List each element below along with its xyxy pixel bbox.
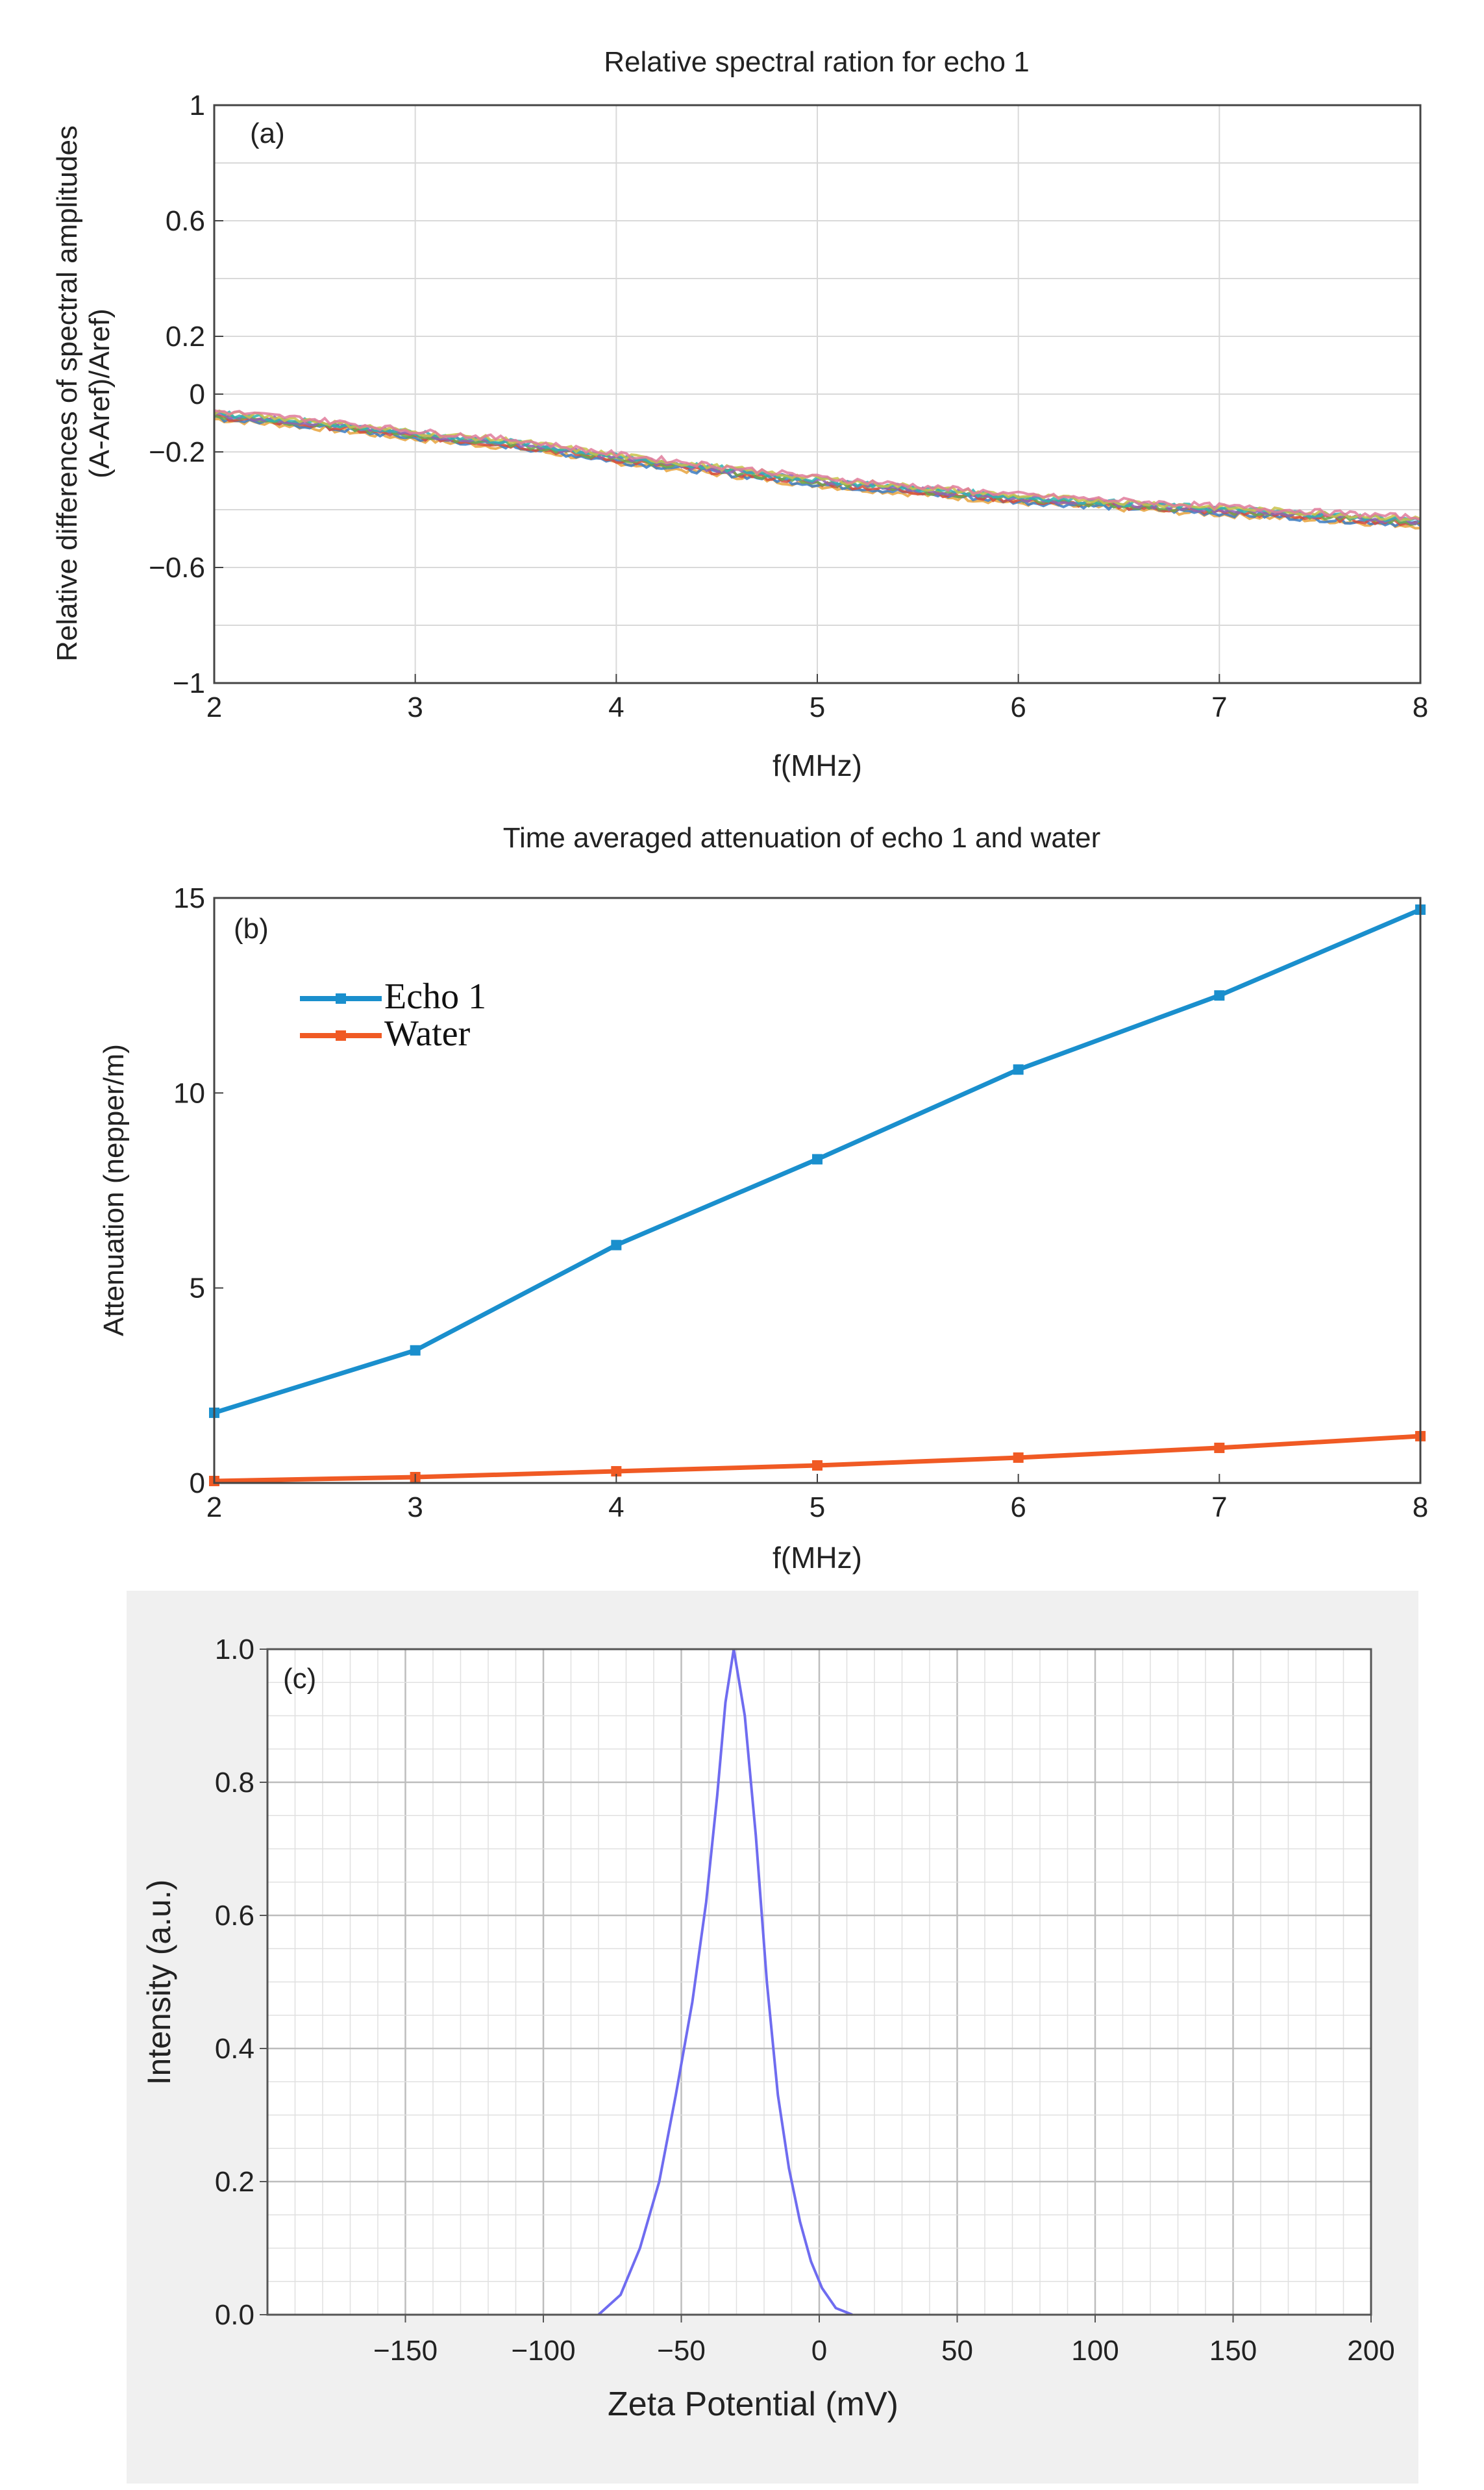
data-point-echo-1	[1214, 990, 1225, 1001]
zeta-distribution-line	[597, 1649, 853, 2316]
panel-a-data	[213, 409, 1422, 530]
y-tick-label: 5	[190, 1273, 205, 1304]
data-point-echo-1	[410, 1345, 421, 1356]
panel-c-label: (c)	[283, 1663, 316, 1695]
panel-a-label: (a)	[250, 118, 285, 149]
spectral-series-line	[214, 409, 1421, 521]
panel-a-y-ticks: 1 0.6 0.2 0 −0.2 −0.6 −1	[149, 90, 223, 699]
data-point-water	[1214, 1442, 1225, 1453]
spectral-series-line	[214, 414, 1422, 528]
y-tick-label: 10	[173, 1077, 205, 1109]
x-tick-label: 5	[810, 1491, 825, 1523]
y-tick-label: 1	[190, 90, 205, 121]
y-tick-label: 0.4	[215, 2033, 254, 2065]
y-tick-label: 0	[190, 379, 205, 410]
panel-b-x-ticks: 2 3 4 5 6 7 8	[206, 1474, 1428, 1523]
panel-c-y-ticks: 0.0 0.2 0.4 0.6 0.8 1.0	[215, 1634, 267, 2331]
x-tick-label: 6	[1010, 691, 1026, 723]
y-tick-label: 0.8	[215, 1767, 254, 1799]
x-tick-label: 3	[407, 1491, 423, 1523]
x-tick-label: 150	[1209, 2335, 1257, 2367]
x-tick-label: 3	[407, 691, 423, 723]
x-tick-label: 2	[206, 1491, 222, 1523]
x-tick-label: 6	[1010, 1491, 1026, 1523]
data-point-echo-1	[1013, 1064, 1024, 1075]
legend-item-water: Water	[300, 1014, 471, 1054]
x-tick-label: 0	[811, 2335, 827, 2367]
y-tick-label: 0.2	[166, 321, 205, 353]
panel-a-y-axis-label-line1: Relative differences of spectral amplitu…	[51, 125, 83, 662]
x-tick-label: 50	[941, 2335, 973, 2367]
panel-b-title: Time averaged attenuation of echo 1 and …	[503, 822, 1101, 854]
x-tick-label: 8	[1413, 1491, 1428, 1523]
x-tick-label: 5	[810, 691, 825, 723]
x-tick-label: −100	[511, 2335, 575, 2367]
x-tick-label: 100	[1071, 2335, 1119, 2367]
x-tick-label: 200	[1347, 2335, 1394, 2367]
y-tick-label: 1.0	[215, 1634, 254, 1665]
panel-b-legend: Echo 1 Water	[300, 977, 486, 1054]
x-tick-label: 4	[608, 691, 624, 723]
panel-a: Relative spectral ration for echo 1 2 3 4 5…	[51, 46, 1428, 782]
legend-item-echo: Echo 1	[300, 977, 486, 1017]
y-tick-label: 15	[173, 882, 205, 914]
panel-c: −150 −100 −50 0 50 100 150 200 0.0 0.2 0.4 0.6 0.8 1…	[141, 1634, 1395, 2423]
panel-a-title: Relative spectral ration for echo 1	[604, 46, 1029, 78]
x-tick-label: −50	[657, 2335, 706, 2367]
panel-b-x-axis-label: f(MHz)	[773, 1541, 862, 1575]
panel-c-y-axis-label: Intensity (a.u.)	[141, 1880, 177, 2085]
panel-a-x-axis-label: f(MHz)	[773, 749, 862, 782]
data-point-water	[812, 1460, 822, 1471]
panel-c-x-ticks: −150 −100 −50 0 50 100 150 200	[373, 2315, 1395, 2367]
legend-echo-marker	[336, 993, 346, 1004]
panel-b-y-ticks: 0 5 10 15	[173, 882, 223, 1499]
data-point-echo-1	[812, 1154, 822, 1165]
legend-echo-label: Echo 1	[384, 977, 486, 1017]
y-tick-label: 0.6	[166, 205, 205, 237]
panel-c-grid	[267, 1649, 1371, 2315]
y-tick-label: 0.0	[215, 2299, 254, 2331]
panel-a-x-ticks: 2 3 4 5 6 7 8	[206, 674, 1428, 723]
x-tick-label: 4	[608, 1491, 624, 1523]
panel-c-data	[597, 1649, 853, 2316]
panel-c-x-axis-label: Zeta Potential (mV)	[608, 2385, 898, 2423]
panel-b: Time averaged attenuation of echo 1 and …	[98, 822, 1428, 1575]
data-point-water	[1013, 1452, 1024, 1463]
y-tick-label: −0.2	[149, 436, 205, 468]
y-tick-label: −1	[173, 667, 205, 699]
x-tick-label: 2	[206, 691, 222, 723]
x-tick-label: 8	[1413, 691, 1428, 723]
panel-a-y-axis-label-line2: (A-Aref)/Aref)	[84, 308, 116, 479]
data-point-water	[611, 1465, 622, 1476]
y-tick-label: 0.2	[215, 2166, 254, 2198]
panel-b-label: (b)	[234, 913, 269, 945]
y-tick-label: 0	[190, 1467, 205, 1499]
legend-water-label: Water	[384, 1014, 471, 1054]
legend-water-marker	[336, 1030, 346, 1041]
panel-a-grid	[214, 105, 1420, 683]
x-tick-label: −150	[373, 2335, 438, 2367]
x-tick-label: 7	[1211, 691, 1227, 723]
panel-b-y-axis-label: Attenuation (nepper/m)	[98, 1044, 130, 1336]
data-point-echo-1	[611, 1239, 622, 1251]
y-tick-label: −0.6	[149, 552, 205, 584]
y-tick-label: 0.6	[215, 1900, 254, 1932]
x-tick-label: 7	[1211, 1491, 1227, 1523]
